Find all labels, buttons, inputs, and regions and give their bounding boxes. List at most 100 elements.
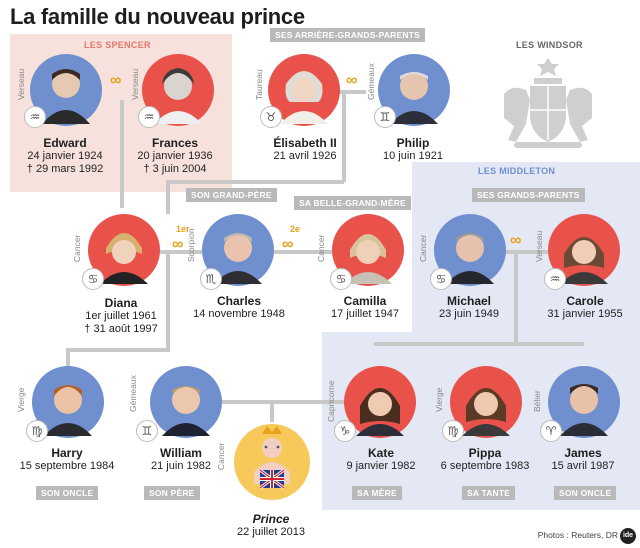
connector-charles-up <box>166 180 170 214</box>
william-portrait <box>150 366 222 438</box>
tag-oncle-james: SON ONCLE <box>554 486 617 500</box>
person-charles: Charles 14 novembre 1948 <box>174 294 304 321</box>
frances-portrait <box>142 54 214 126</box>
kate-portrait <box>344 366 416 438</box>
connector-charles-camilla <box>274 250 332 254</box>
photo-credit: Photos : Reuters, DR <box>537 530 618 540</box>
michael-portrait <box>434 214 506 286</box>
tag-oncle-harry: SON ONCLE <box>36 486 99 500</box>
person-birth: 17 juillet 1947 <box>331 308 399 320</box>
diana-sign: Cancer <box>72 234 82 262</box>
kate-sign: Capricorne <box>326 380 336 422</box>
spencer-label: LES SPENCER <box>84 40 151 50</box>
connector-spencer-marriage <box>120 100 124 208</box>
zodiac-icon: ♊ <box>374 106 396 128</box>
edward-portrait <box>30 54 102 126</box>
person-philip: Philip 10 juin 1921 <box>348 136 478 163</box>
person-edward: Edward 24 janvier 1924 † 29 mars 1992 <box>0 136 130 176</box>
person-name: Frances <box>151 136 199 150</box>
elisabeth-sign: Taureau <box>254 69 264 100</box>
carole-sign: Verseau <box>534 230 544 262</box>
middleton-label: LES MIDDLETON <box>478 166 556 176</box>
marriage-infinity-icon: ∞ <box>172 236 184 253</box>
connector-windsor-down <box>342 92 346 182</box>
zodiac-icon: ♒ <box>544 268 566 290</box>
marriage-infinity-icon: ∞ <box>282 236 294 253</box>
connector-middleton-horizontal <box>374 342 584 346</box>
person-name: William <box>160 446 202 460</box>
zodiac-icon: ♒ <box>24 106 46 128</box>
person-birth: 23 juin 1949 <box>439 308 499 320</box>
connector-diana-charles <box>160 250 202 254</box>
person-michael: Michael 23 juin 1949 <box>404 294 534 321</box>
tag-grand-pere: SON GRAND-PÈRE <box>186 188 277 202</box>
person-birth: 15 septembre 1984 <box>19 460 115 472</box>
philip-portrait <box>378 54 450 126</box>
person-birth: 24 janvier 1924 <box>27 150 103 162</box>
james-sign: Bélier <box>532 390 542 412</box>
person-birth: 20 janvier 1936 <box>137 150 213 162</box>
person-camilla: Camilla 17 juillet 1947 <box>300 294 430 321</box>
person-name: Camilla <box>343 294 387 308</box>
person-pippa: Pippa 6 septembre 1983 <box>420 446 550 473</box>
connector-children-down <box>166 254 170 350</box>
zodiac-icon: ♋ <box>330 268 352 290</box>
person-name: Prince <box>252 512 290 526</box>
zodiac-icon: ♑ <box>334 420 356 442</box>
connector-middleton-down <box>514 252 518 346</box>
michael-sign: Cancer <box>418 234 428 262</box>
zodiac-icon: ♒ <box>138 106 160 128</box>
zodiac-icon: ♈ <box>540 420 562 442</box>
person-birth: 21 juin 1982 <box>151 460 211 472</box>
philip-sign: Gémeaux <box>366 63 376 100</box>
person-birth: 31 janvier 1955 <box>547 308 623 320</box>
person-prince: Prince 22 juillet 2013 <box>206 512 336 539</box>
marriage-infinity-icon: ∞ <box>110 72 122 89</box>
connector-children-horizontal <box>66 348 170 352</box>
person-name: Carole <box>566 294 604 308</box>
zodiac-icon: ♋ <box>430 268 452 290</box>
person-name: Philip <box>396 136 430 150</box>
person-birth: 10 juin 1921 <box>383 150 443 162</box>
zodiac-icon: ♏ <box>200 268 222 290</box>
person-name: Élisabeth II <box>273 136 337 150</box>
person-birth: 22 juillet 2013 <box>237 526 305 538</box>
zodiac-icon: ♋ <box>82 268 104 290</box>
camilla-sign: Cancer <box>316 234 326 262</box>
person-death: † 3 juin 2004 <box>143 163 207 175</box>
person-james: James 15 avril 1987 <box>518 446 640 473</box>
page-title: La famille du nouveau prince <box>10 4 305 29</box>
charles-portrait <box>202 214 274 286</box>
tag-arriere-grands-parents: SES ARRIÈRE-GRANDS-PARENTS <box>270 28 425 42</box>
marriage-infinity-icon: ∞ <box>510 232 522 249</box>
william-sign: Gémeaux <box>128 375 138 412</box>
windsor-coat-of-arms-icon <box>504 58 592 148</box>
pippa-sign: Vierge <box>434 387 444 412</box>
ide-logo: ide <box>620 528 636 544</box>
camilla-portrait <box>332 214 404 286</box>
person-name: Kate <box>367 446 394 460</box>
person-name: Harry <box>51 446 83 460</box>
tag-belle-grand-mere: SA BELLE-GRAND-MÈRE <box>294 196 411 210</box>
zodiac-icon: ♉ <box>260 106 282 128</box>
person-william: William 21 juin 1982 <box>116 446 246 473</box>
person-frances: Frances 20 janvier 1936 † 3 juin 2004 <box>110 136 240 176</box>
person-death: † 31 août 1997 <box>84 323 158 335</box>
zodiac-icon: ♊ <box>136 420 158 442</box>
person-name: James <box>564 446 602 460</box>
person-kate: Kate 9 janvier 1982 <box>316 446 446 473</box>
person-name: Charles <box>216 294 262 308</box>
harry-sign: Vierge <box>16 387 26 412</box>
first-marriage-ordinal: 1er <box>176 224 190 234</box>
windsor-label: LES WINDSOR <box>516 40 583 50</box>
person-diana: Diana 1er juillet 1961 † 31 août 1997 <box>56 296 186 336</box>
connector-windsor-marriage <box>326 90 366 94</box>
connector-prince-up <box>270 400 274 422</box>
elisabeth-portrait <box>268 54 340 126</box>
carole-portrait <box>548 214 620 286</box>
person-birth: 1er juillet 1961 <box>85 310 157 322</box>
person-birth: 15 avril 1987 <box>551 460 615 472</box>
person-name: Michael <box>446 294 491 308</box>
tag-pere: SON PÈRE <box>144 486 200 500</box>
